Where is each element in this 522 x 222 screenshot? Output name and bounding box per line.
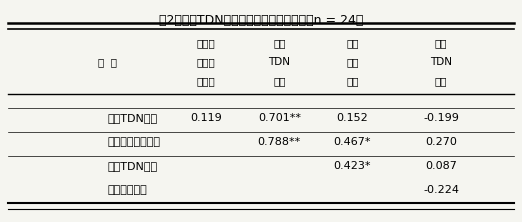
Text: 穂重: 穂重 [346,57,359,67]
Text: 特  性: 特 性 [98,57,116,67]
Text: 0.788**: 0.788** [258,137,301,147]
Text: 含量: 含量 [435,76,447,86]
Text: 乾雌穂重割合: 乾雌穂重割合 [107,185,147,195]
Text: 雌穂中: 雌穂中 [197,38,216,48]
Text: 表2．穂軸TDN含量と関連形質間の相関（n = 24）: 表2．穂軸TDN含量と関連形質間の相関（n = 24） [159,14,363,28]
Text: 0.087: 0.087 [425,161,457,171]
Text: 卓割合: 卓割合 [197,76,216,86]
Text: 含量: 含量 [273,76,286,86]
Text: TDN: TDN [430,57,452,67]
Text: 雌穂: 雌穂 [273,38,286,48]
Text: 雌穂TDN含量: 雌穂TDN含量 [107,161,157,171]
Text: 0.701**: 0.701** [258,113,301,123]
Text: 0.467*: 0.467* [334,137,371,147]
Text: 割合: 割合 [346,76,359,86]
Text: 0.270: 0.270 [425,137,457,147]
Text: 雌穂中の子実割合: 雌穂中の子実割合 [107,137,160,147]
Text: 茎葉: 茎葉 [435,38,447,48]
Text: 0.152: 0.152 [337,113,368,123]
Text: 0.423*: 0.423* [334,161,371,171]
Text: 0.119: 0.119 [191,113,222,123]
Text: の子実: の子実 [197,57,216,67]
Text: 乾雌: 乾雌 [346,38,359,48]
Text: -0.224: -0.224 [423,185,459,195]
Text: 穂軸TDN含量: 穂軸TDN含量 [107,113,157,123]
Text: TDN: TDN [268,57,290,67]
Text: -0.199: -0.199 [423,113,459,123]
